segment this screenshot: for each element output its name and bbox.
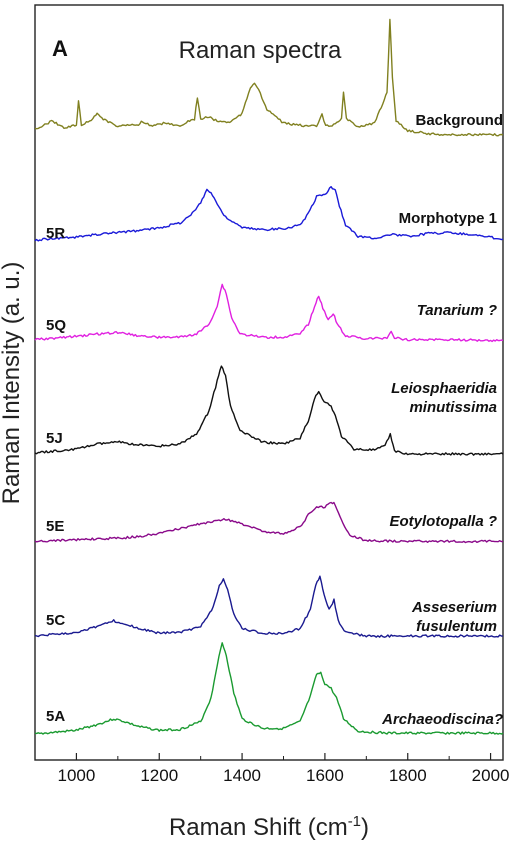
spectra-traces	[34, 18, 504, 735]
x-tick-label: 2000	[472, 766, 510, 785]
series-label: Asseserium fusulentum	[411, 599, 497, 635]
spectrum-line	[34, 575, 504, 638]
x-axis-ticks: 1000 1200 1400 1600 1800 2000	[34, 753, 510, 785]
series-label: Archaeodiscina?	[381, 711, 503, 728]
spectrum-line	[34, 18, 504, 137]
spectrum-line	[34, 283, 504, 343]
sample-label: 5C	[46, 612, 65, 629]
spectrum-line	[34, 642, 504, 735]
x-tick-label: 1400	[223, 766, 261, 785]
series-label: Tanarium ?	[417, 302, 497, 319]
sample-label: 5E	[46, 518, 64, 535]
sample-label: 5J	[46, 430, 63, 447]
sample-label: 5R	[46, 225, 65, 242]
x-tick-label: 1000	[58, 766, 96, 785]
series-label: Background	[415, 112, 503, 129]
spectrum-line	[34, 365, 504, 456]
series-label-line: fusulentum	[416, 618, 497, 635]
series-label: Eotylotopalla ?	[389, 513, 497, 530]
series-label: Leiosphaeridia minutissima	[391, 380, 497, 416]
plot-frame	[34, 4, 504, 761]
spectrum-line	[34, 501, 504, 544]
x-axis-label-close: )	[361, 814, 369, 841]
panel-letter: A	[52, 36, 68, 61]
spectra-labels: Background Morphotype 1 5R Tanarium ? 5Q Leio…	[46, 112, 503, 728]
series-label: Morphotype 1	[399, 210, 497, 227]
sample-label: 5Q	[46, 317, 66, 334]
sample-label: 5A	[46, 708, 65, 725]
spectrum-line	[34, 186, 504, 242]
x-axis-label-main: Raman Shift (cm	[169, 814, 348, 841]
series-label-line: Asseserium	[411, 599, 497, 616]
x-tick-label: 1600	[306, 766, 344, 785]
x-tick-label: 1800	[389, 766, 427, 785]
series-label-line: Leiosphaeridia	[391, 380, 497, 397]
x-axis-label-sup: -1	[348, 813, 361, 830]
x-axis-label: Raman Shift (cm-1)	[169, 813, 369, 841]
x-tick-label: 1200	[140, 766, 178, 785]
chart-title: Raman spectra	[179, 37, 342, 64]
y-axis-label: Raman Intensity (a. u.)	[0, 262, 25, 505]
series-label-line: minutissima	[409, 399, 497, 416]
